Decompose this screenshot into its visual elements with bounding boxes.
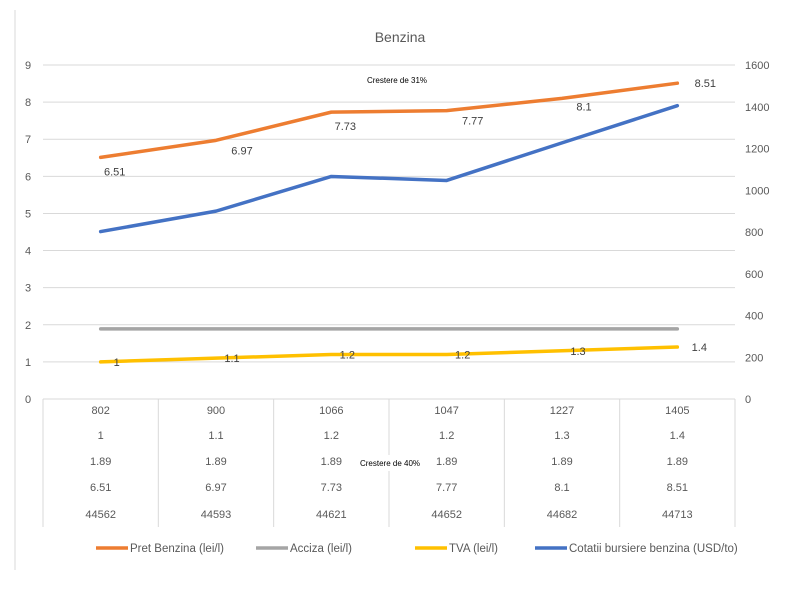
table-cell: 1.2 [439, 430, 454, 442]
y-right-tick-label: 1200 [745, 144, 769, 156]
y-left-tick-label: 0 [25, 394, 31, 406]
data-label-pret: 7.77 [462, 116, 483, 128]
legend-label: Cotatii bursiere benzina (USD/to) [569, 543, 738, 555]
y-left-tick-label: 8 [25, 97, 31, 109]
data-label-tva: 1 [114, 357, 120, 369]
y-right-tick-label: 1600 [745, 60, 769, 72]
table-cell: 1405 [665, 405, 689, 417]
y-right-tick-label: 800 [745, 227, 763, 239]
legend-label: TVA (lei/l) [449, 543, 498, 555]
data-label-tva: 1.2 [455, 349, 470, 361]
y-right-tick-label: 600 [745, 269, 763, 281]
table-cell: 1.3 [554, 430, 569, 442]
table-cell: 44621 [316, 509, 347, 521]
annotation-box [357, 455, 423, 471]
table-cell: 1.89 [667, 456, 688, 468]
y-right-tick-label: 400 [745, 311, 763, 323]
table-cell: 1.89 [90, 456, 111, 468]
table-cell: 7.77 [436, 482, 457, 494]
table-cell: 44682 [547, 509, 578, 521]
y-right-tick-label: 1000 [745, 185, 769, 197]
y-left-tick-label: 5 [25, 208, 31, 220]
table-cell: 1.4 [670, 430, 685, 442]
chart-title: Benzina [375, 29, 426, 45]
table-cell: 8.51 [667, 482, 688, 494]
series-line-pret [98, 81, 680, 160]
data-label-tva: 1.3 [570, 346, 585, 358]
data-label-tva: 1.4 [692, 342, 707, 354]
table-cell: 44652 [431, 509, 462, 521]
table-cell: 1227 [550, 405, 574, 417]
table-cell: 6.51 [90, 482, 111, 494]
y-left-tick-label: 4 [25, 246, 31, 258]
table-cell: 44593 [201, 509, 232, 521]
series-line-cotatii [98, 103, 680, 234]
series-line-tva [98, 345, 680, 364]
y-left-tick-label: 7 [25, 134, 31, 146]
table-cell: 1047 [434, 405, 458, 417]
table-cell: 1 [98, 430, 104, 442]
table-cell: 900 [207, 405, 225, 417]
annotation-31: Crestere de 31% [367, 76, 427, 85]
table-cell: 1066 [319, 405, 343, 417]
table-cell: 802 [91, 405, 109, 417]
legend-label: Pret Benzina (lei/l) [130, 543, 224, 555]
y-left-tick-label: 9 [25, 60, 31, 72]
table-cell: 1.89 [551, 456, 572, 468]
data-label-pret: 7.73 [335, 121, 356, 133]
data-label-pret: 8.51 [695, 78, 716, 90]
data-label-tva: 1.1 [224, 353, 239, 365]
table-cell: 7.73 [321, 482, 342, 494]
y-left-tick-label: 3 [25, 283, 31, 295]
y-left-tick-label: 1 [25, 357, 31, 369]
legend-label: Acciza (lei/l) [290, 543, 352, 555]
y-right-tick-label: 200 [745, 352, 763, 364]
table-cell: 8.1 [554, 482, 569, 494]
table-cell: 1.89 [205, 456, 226, 468]
annotation-40: Crestere de 40% [360, 459, 420, 468]
data-label-pret: 6.51 [104, 166, 125, 178]
y-right-tick-label: 1400 [745, 102, 769, 114]
y-left-tick-label: 6 [25, 171, 31, 183]
table-cell: 1.1 [208, 430, 223, 442]
table-cell: 1.89 [321, 456, 342, 468]
data-label-pret: 8.1 [576, 101, 591, 113]
table-cell: 44713 [662, 509, 693, 521]
y-right-tick-label: 0 [745, 394, 751, 406]
table-cell: 44562 [85, 509, 116, 521]
table-cell: 1.89 [436, 456, 457, 468]
y-left-tick-label: 2 [25, 320, 31, 332]
table-cell: 6.97 [205, 482, 226, 494]
annotation-box [352, 72, 442, 88]
table-cell: 1.2 [324, 430, 339, 442]
data-label-pret: 6.97 [231, 145, 252, 157]
data-label-tva: 1.2 [340, 349, 355, 361]
